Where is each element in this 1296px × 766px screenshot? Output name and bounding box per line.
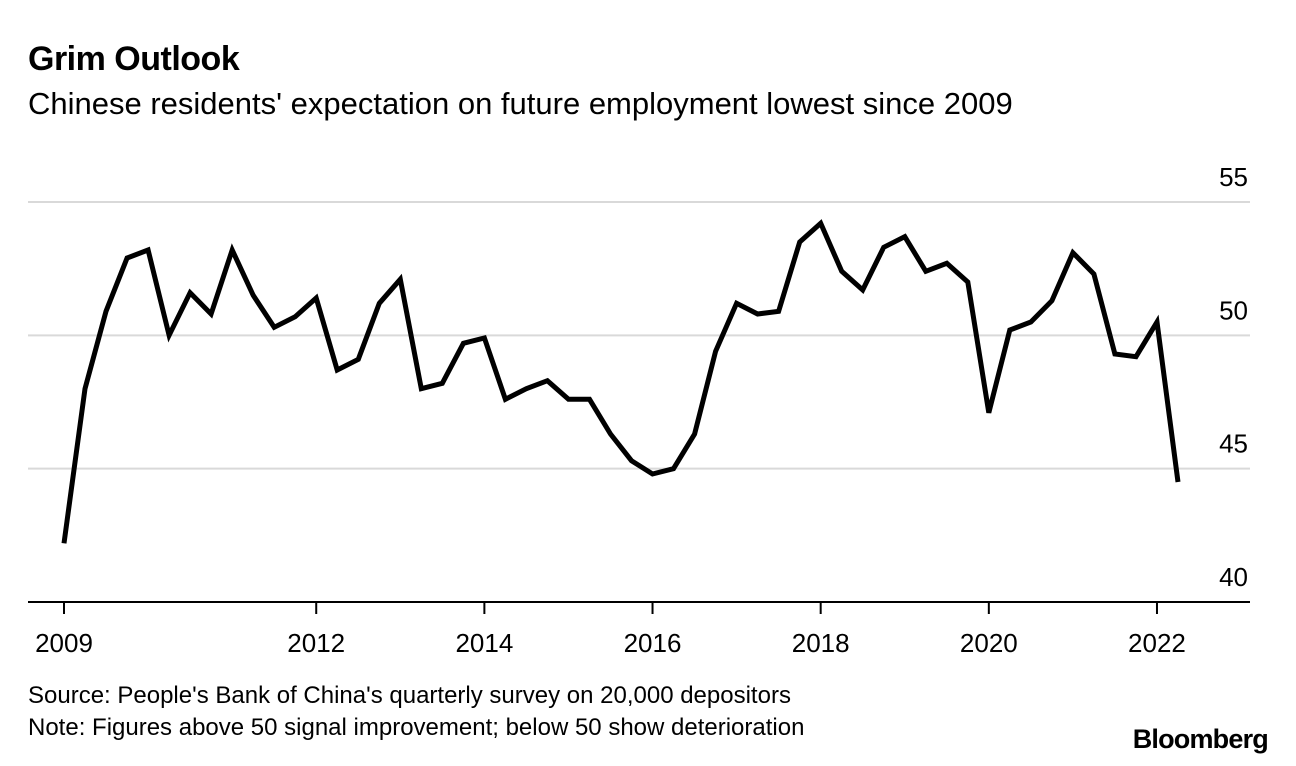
y-tick-label-50: 50 <box>1219 295 1248 325</box>
y-axis-labels: 40 45 50 55 <box>1219 162 1248 592</box>
y-tick-label-55: 55 <box>1219 162 1248 192</box>
y-tick-label-40: 40 <box>1219 562 1248 592</box>
y-tick-label-45: 45 <box>1219 429 1248 459</box>
x-tick-label-2009: 2009 <box>35 628 93 658</box>
chart-subtitle: Chinese residents' expectation on future… <box>28 86 1013 121</box>
x-tick-label-2022: 2022 <box>1128 628 1186 658</box>
x-tick-label-2016: 2016 <box>624 628 682 658</box>
bloomberg-logo: Bloomberg <box>1132 724 1269 754</box>
x-tick-label-2014: 2014 <box>455 628 513 658</box>
x-tick-label-2020: 2020 <box>960 628 1018 658</box>
x-tick-label-2018: 2018 <box>792 628 850 658</box>
figures-note: Note: Figures above 50 signal improvemen… <box>28 714 805 741</box>
series-line-0 <box>61 219 1181 544</box>
series-group <box>61 219 1181 544</box>
x-tick-label-2012: 2012 <box>287 628 345 658</box>
source-note: Source: People's Bank of China's quarter… <box>28 682 791 709</box>
x-axis-ticks: 2009 2012 2014 2016 2018 2020 2022 <box>35 602 1186 658</box>
chart-title: Grim Outlook <box>28 40 240 78</box>
gridlines <box>28 201 1250 470</box>
